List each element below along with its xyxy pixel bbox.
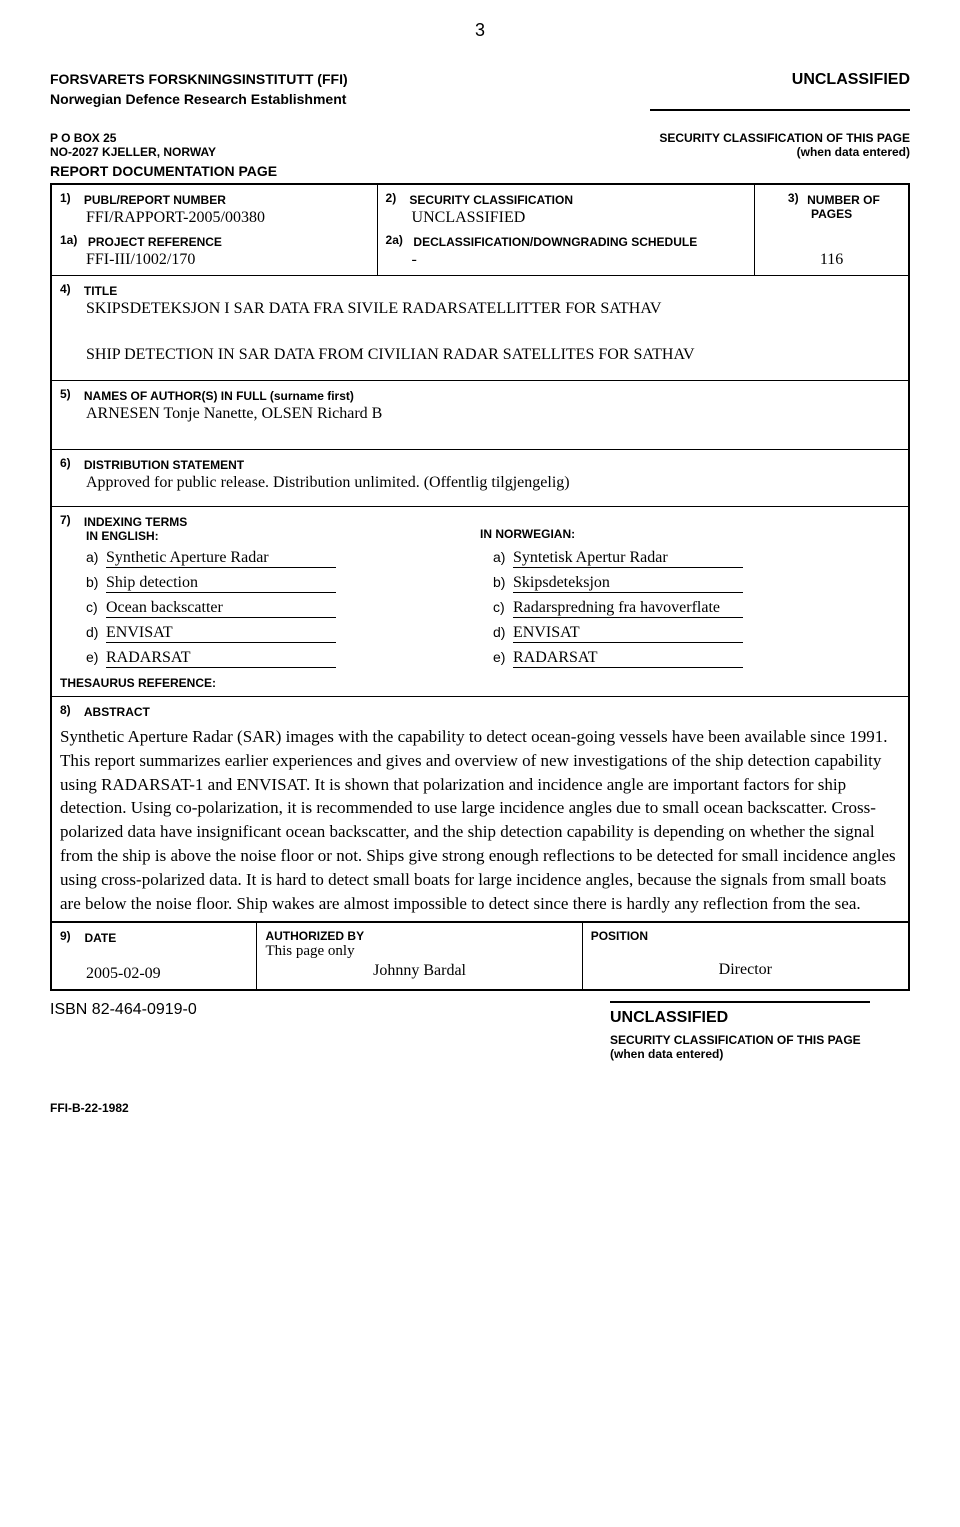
f8-label: ABSTRACT [84,705,150,719]
la-c1: c) [86,599,106,615]
thesaurus-label: THESAURUS REFERENCE: [60,676,900,690]
f9-auth-note: This page only [265,943,573,960]
idx-en-b: Ship detection [106,574,336,593]
f4-label: TITLE [84,284,117,298]
f2-num: 2) [386,191,406,205]
addr1: P O BOX 25 [50,131,116,145]
org-name: FORSVARETS FORSKNINGSINSTITUTT (FFI) [50,71,348,89]
f6-value: Approved for public release. Distributio… [86,474,900,492]
f1-label: PUBL/REPORT NUMBER [84,193,226,207]
cell-7-indexing: 7) INDEXING TERMS IN ENGLISH: IN NORWEGI… [51,507,909,697]
cell-6-distribution: 6) DISTRIBUTION STATEMENT Approved for p… [51,450,909,507]
footer-date: 9) DATE 2005-02-09 [52,923,257,989]
idx-en-d: ENVISAT [106,624,336,643]
la-c2: c) [493,599,513,615]
org-sub: Norwegian Defence Research Establishment [50,91,910,107]
f9-num: 9) [60,929,80,943]
address-row2: NO-2027 KJELLER, NORWAY (when data enter… [50,145,910,159]
idx-en-a: Synthetic Aperture Radar [106,549,336,568]
f5-value: ARNESEN Tonje Nanette, OLSEN Richard B [86,405,900,423]
classification-bottom: UNCLASSIFIED [610,1009,910,1027]
f9-date-label: DATE [84,931,116,945]
f2a-label: DECLASSIFICATION/DOWNGRADING SCHEDULE [413,235,697,249]
f9-position: Director [591,961,900,979]
sec-note2: (when data entered) [797,145,910,159]
isbn: ISBN 82-464-0919-0 [50,1001,197,1019]
la-b1: b) [86,574,106,590]
f3-num: 3) [783,191,803,205]
la-d1: d) [86,624,106,640]
footer-pos: POSITION Director [583,923,908,989]
cell-5-authors: 5) NAMES OF AUTHOR(S) IN FULL (surname f… [51,381,909,450]
cell-4-title: 4) TITLE SKIPSDETEKSJON I SAR DATA FRA S… [51,276,909,381]
f9-auth-label: AUTHORIZED BY [265,929,573,943]
header-row: FORSVARETS FORSKNINGSINSTITUTT (FFI) UNC… [50,71,910,89]
idx-no-e: RADARSAT [513,649,743,668]
f7-num: 7) [60,513,80,527]
sec-bottom1: SECURITY CLASSIFICATION OF THIS PAGE [610,1033,910,1047]
fields-table: 1) PUBL/REPORT NUMBER FFI/RAPPORT-2005/0… [50,183,910,923]
la-d2: d) [493,624,513,640]
addr2: NO-2027 KJELLER, NORWAY [50,145,216,159]
idx-en-e: RADARSAT [106,649,336,668]
f1-num: 1) [60,191,80,205]
f2a-num: 2a) [386,233,410,247]
f6-num: 6) [60,456,80,470]
sec-bottom2: (when data entered) [610,1047,910,1061]
la-e1: e) [86,649,106,665]
f2a-value: - [412,251,747,269]
f5-num: 5) [60,387,80,401]
idx-no-d: ENVISAT [513,624,743,643]
f3-value: 116 [763,251,900,269]
footer-auth: AUTHORIZED BY This page only Johnny Bard… [257,923,582,989]
f1a-value: FFI-III/1002/170 [86,251,369,269]
la-e2: e) [493,649,513,665]
cell-8-abstract: 8) ABSTRACT Synthetic Aperture Radar (SA… [51,697,909,923]
classification-underline [650,109,910,111]
cell-1: 1) PUBL/REPORT NUMBER FFI/RAPPORT-2005/0… [51,184,377,276]
f5-label: NAMES OF AUTHOR(S) IN FULL (surname firs… [84,389,354,403]
classification-top: UNCLASSIFIED [792,71,910,89]
idx-en-c: Ocean backscatter [106,599,336,618]
f1a-label: PROJECT REFERENCE [88,235,222,249]
page-number: 3 [50,20,910,41]
sec-note1: SECURITY CLASSIFICATION OF THIS PAGE [659,131,910,145]
form-code: FFI-B-22-1982 [50,1101,910,1115]
f2-value: UNCLASSIFIED [412,209,747,227]
la-b2: b) [493,574,513,590]
f7-label-no: IN NORWEGIAN: [480,527,900,541]
f9-pos-label: POSITION [591,929,900,943]
idx-no-c: Radarspredning fra havoverflate [513,599,743,618]
footer-row: 9) DATE 2005-02-09 AUTHORIZED BY This pa… [50,923,910,991]
f3-label: NUMBER OF [807,193,880,207]
f8-num: 8) [60,703,80,717]
abstract-text: Synthetic Aperture Radar (SAR) images wi… [60,725,900,915]
idx-no-a: Syntetisk Apertur Radar [513,549,743,568]
f4-title-en: SHIP DETECTION IN SAR DATA FROM CIVILIAN… [86,346,900,364]
f9-auth-name: Johnny Bardal [265,962,573,980]
bottom-underline [610,1001,870,1003]
la-a2: a) [493,549,513,565]
cell-3: 3) NUMBER OF PAGES 116 [755,184,909,276]
f1a-num: 1a) [60,233,84,247]
la-a1: a) [86,549,106,565]
f1-value: FFI/RAPPORT-2005/00380 [86,209,369,227]
f4-num: 4) [60,282,80,296]
f6-label: DISTRIBUTION STATEMENT [84,458,244,472]
f9-date: 2005-02-09 [86,965,248,983]
isbn-row: ISBN 82-464-0919-0 UNCLASSIFIED SECURITY… [50,1001,910,1061]
cell-2: 2) SECURITY CLASSIFICATION UNCLASSIFIED … [377,184,755,276]
address-row: P O BOX 25 SECURITY CLASSIFICATION OF TH… [50,131,910,145]
f4-title-no: SKIPSDETEKSJON I SAR DATA FRA SIVILE RAD… [86,300,900,318]
f7-label: INDEXING TERMS [84,515,187,529]
f3-label2: PAGES [763,207,900,221]
report-doc-title: REPORT DOCUMENTATION PAGE [50,163,910,179]
f2-label: SECURITY CLASSIFICATION [409,193,573,207]
f7-label-en: IN ENGLISH: [86,529,480,543]
idx-no-b: Skipsdeteksjon [513,574,743,593]
